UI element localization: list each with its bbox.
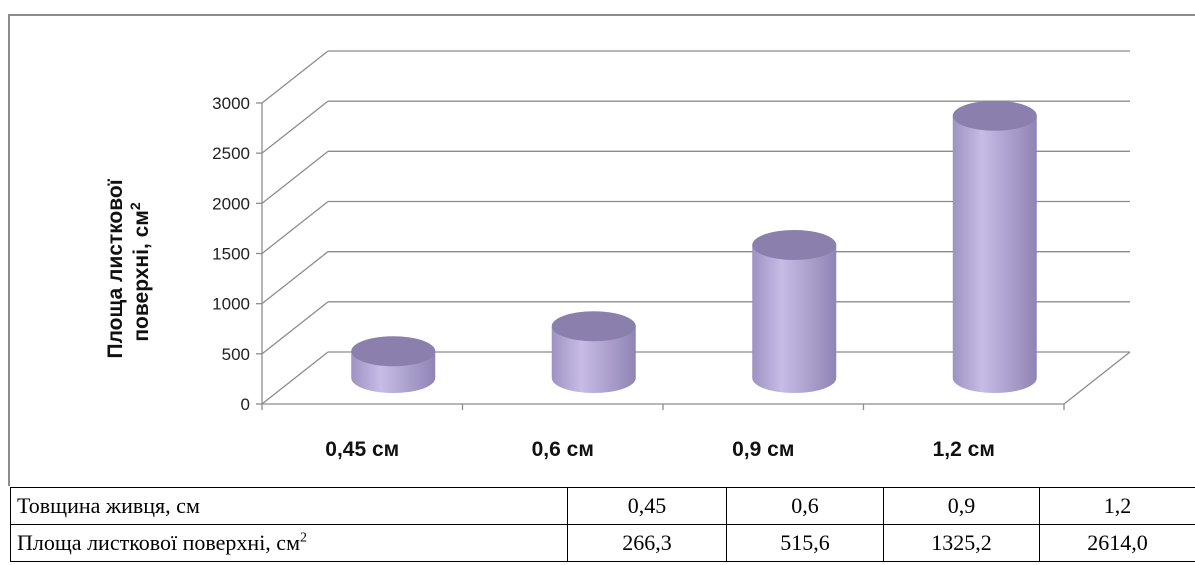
y-tick-label: 1000 (212, 295, 250, 314)
table-cell: 0,9 (883, 487, 1040, 525)
y-axis-title-line2-text: поверхні, см (130, 210, 153, 341)
cylinder-bar (952, 100, 1037, 394)
data-table: Товщина живця, см 0,45 0,6 0,9 1,2 Площа лист… (10, 487, 1195, 562)
y-axis-title-line2: поверхні, см2 (127, 202, 153, 341)
y-tick-label: 3000 (212, 94, 250, 113)
cylinder-top (351, 336, 436, 367)
label-layer: 0 500 1000 1500 2000 2500 3000 0,45 см 0,6 см 0,9… (212, 94, 995, 461)
floor-edge (1063, 351, 1131, 405)
y-axis-title: Площа листкової поверхні, см2 (104, 174, 153, 359)
cylinder-bar (351, 336, 436, 394)
y-tick-label: 500 (222, 345, 250, 364)
table-cell: 0,6 (726, 487, 884, 525)
x-category-label: 0,6 см (532, 438, 594, 461)
row-label: Площа листкової поверхні, см2 (10, 524, 568, 562)
cylinder-top (551, 311, 636, 342)
x-category-label: 0,9 см (732, 438, 794, 461)
gridline-diag (261, 351, 329, 405)
table-cell: 1,2 (1039, 487, 1195, 525)
table-row: Товщина живця, см 0,45 0,6 0,9 1,2 (10, 487, 1195, 525)
table-cell: 2614,0 (1039, 524, 1195, 562)
cylinder-top (952, 100, 1037, 131)
y-axis-title-sup: 2 (127, 202, 143, 210)
y-tick-label: 0 (241, 395, 250, 414)
gridline-diag (261, 100, 329, 154)
y-axis-title-line1: Площа листкової (104, 178, 127, 358)
y-tick-label: 2500 (212, 144, 250, 163)
cylinder-top (752, 230, 837, 261)
table-body: Товщина живця, см 0,45 0,6 0,9 1,2 Площа лист… (10, 487, 1195, 562)
cylinder-bar (752, 230, 837, 394)
cylinder-body (952, 115, 1037, 394)
row-label: Товщина живця, см (10, 487, 568, 525)
gridline-diag (261, 301, 329, 355)
gridline-diag (261, 50, 329, 104)
y-tick-label: 1500 (212, 245, 250, 264)
chart-frame: 0 500 1000 1500 2000 2500 3000 0,45 см 0,6 см 0,9… (8, 14, 1195, 486)
gridline-diag (261, 251, 329, 305)
gridline-diag (261, 150, 329, 204)
x-category-label: 1,2 см (933, 438, 995, 461)
cylinder-bar (551, 311, 636, 394)
cylinder-body (752, 245, 837, 394)
gridline-diag (261, 200, 329, 255)
table-cell: 515,6 (726, 524, 884, 562)
table-cell: 1325,2 (883, 524, 1040, 562)
row-label-sup: 2 (300, 530, 307, 546)
table-cell: 266,3 (567, 524, 727, 562)
table-row: Площа листкової поверхні, см2 266,3 515,6 1… (10, 524, 1195, 562)
x-category-label: 0,45 см (325, 438, 399, 461)
bar-layer (351, 100, 1037, 394)
chart-canvas: 0 500 1000 1500 2000 2500 3000 0,45 см 0,6 см 0,9… (104, 50, 1131, 461)
y-tick-label: 2000 (212, 194, 250, 213)
table-cell: 0,45 (567, 487, 727, 525)
cylinder-body (551, 326, 636, 394)
